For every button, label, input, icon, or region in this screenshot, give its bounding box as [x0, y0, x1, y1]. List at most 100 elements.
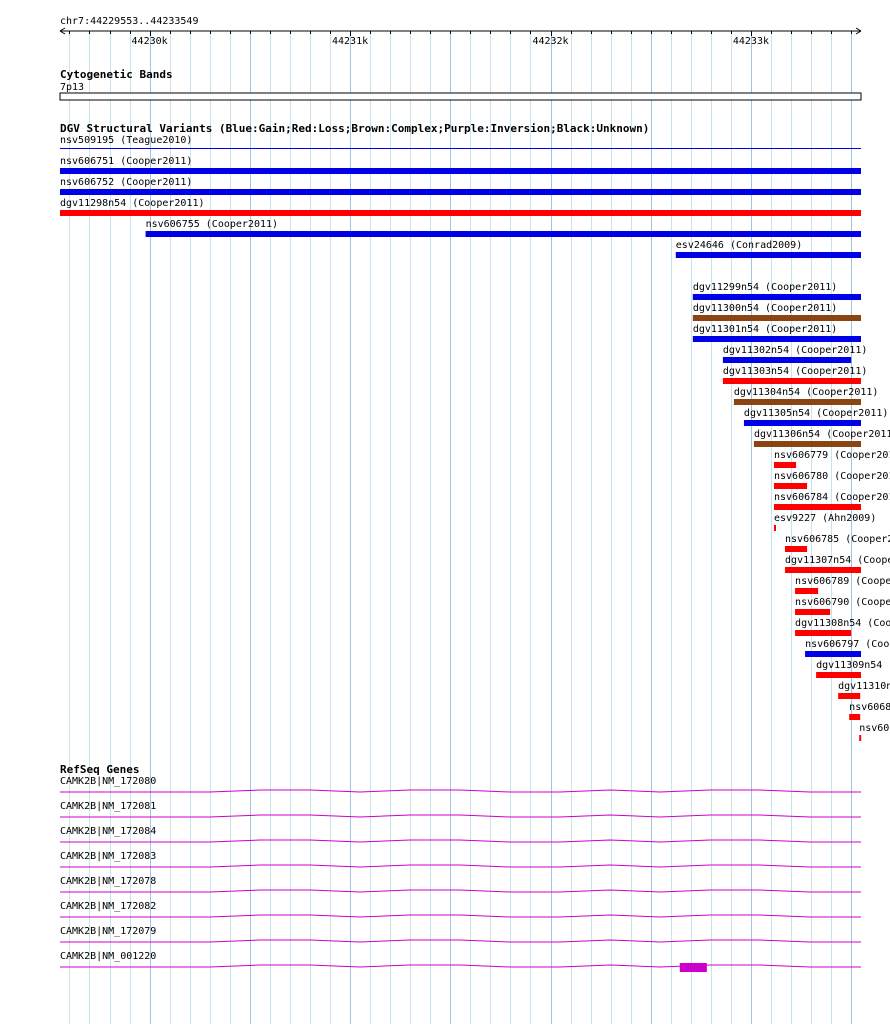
dgv-feature-label: dgv11299n54 (Cooper2011) — [693, 282, 838, 293]
cytoband-label: 7p13 — [60, 82, 84, 93]
dgv-feature-bar[interactable] — [795, 630, 852, 636]
refseq-gene-line[interactable] — [60, 789, 861, 793]
dgv-feature-bar[interactable] — [722, 357, 852, 363]
dgv-feature-label: dgv11302n54 (Cooper2011) — [723, 345, 868, 356]
dgv-feature[interactable]: dgv11304n54 (Cooper2011) — [733, 387, 879, 405]
background-grid — [69, 31, 852, 1024]
dgv-feature[interactable]: dgv11305n54 (Cooper2011) — [743, 408, 889, 426]
dgv-feature-bar[interactable] — [145, 231, 861, 237]
dgv-feature[interactable]: dgv11308n54 (Cooper2011) — [795, 618, 890, 636]
refseq-gene[interactable]: CAMK2B|NM_172082 — [60, 901, 861, 918]
refseq-gene-line[interactable] — [60, 914, 861, 918]
dgv-feature[interactable]: dgv11300n54 (Cooper2011) — [692, 303, 861, 321]
dgv-feature-label: nsv606801 (Cooper2011) — [859, 723, 890, 734]
dgv-feature-bar[interactable] — [859, 735, 862, 741]
dgv-feature-bar[interactable] — [60, 168, 861, 174]
dgv-feature-bar[interactable] — [774, 504, 861, 510]
refseq-gene-line[interactable] — [60, 939, 861, 943]
dgv-feature-bar[interactable] — [795, 588, 819, 594]
dgv-feature-bar[interactable] — [795, 609, 831, 615]
dgv-feature[interactable]: dgv11301n54 (Cooper2011) — [692, 324, 861, 342]
dgv-track[interactable]: DGV Structural Variants (Blue:Gain;Red:L… — [60, 122, 890, 741]
dgv-feature-bar[interactable] — [692, 315, 861, 321]
dgv-feature-bar[interactable] — [733, 399, 861, 405]
dgv-feature-bar[interactable] — [743, 420, 861, 426]
refseq-gene[interactable]: CAMK2B|NM_172080 — [60, 776, 861, 793]
dgv-feature[interactable]: dgv11307n54 (Cooper2011) — [785, 555, 890, 573]
refseq-gene[interactable]: CAMK2B|NM_001220 — [60, 951, 861, 972]
ruler-ticks: 44230k 44231k 44232k 44233k — [69, 31, 852, 47]
dgv-feature[interactable]: nsv606789 (Cooper2011) — [795, 576, 890, 594]
dgv-feature[interactable]: dgv11298n54 (Cooper2011) — [60, 198, 861, 216]
dgv-feature[interactable]: nsv606752 (Cooper2011) — [60, 177, 861, 195]
dgv-feature-label: dgv11304n54 (Cooper2011) — [734, 387, 879, 398]
dgv-feature[interactable]: nsv606784 (Cooper2011) — [774, 492, 890, 510]
dgv-feature[interactable]: nsv606801 (Cooper2011) — [859, 723, 890, 741]
dgv-feature-bar[interactable] — [774, 462, 797, 468]
dgv-feature[interactable]: dgv11310n54 (Cooper2011) — [838, 681, 890, 699]
dgv-feature-bar[interactable] — [675, 252, 861, 258]
dgv-track-title: DGV Structural Variants (Blue:Gain;Red:L… — [60, 122, 649, 135]
dgv-feature-bar[interactable] — [785, 567, 861, 573]
dgv-feature[interactable]: nsv606800 (Cooper2011) — [849, 702, 890, 720]
refseq-gene-label: CAMK2B|NM_172079 — [60, 926, 156, 937]
dgv-feature[interactable]: nsv606785 (Cooper2011) — [785, 534, 890, 552]
refseq-exon[interactable] — [679, 963, 707, 972]
dgv-feature-bar[interactable] — [753, 441, 861, 447]
dgv-feature-bar[interactable] — [692, 294, 861, 300]
dgv-feature-bar[interactable] — [692, 336, 861, 342]
dgv-feature[interactable]: nsv606779 (Cooper2011) — [774, 450, 890, 468]
dgv-feature[interactable]: nsv509195 (Teague2010) — [60, 135, 861, 149]
dgv-feature-label: nsv606800 (Cooper2011) — [849, 702, 890, 713]
dgv-feature[interactable]: nsv606751 (Cooper2011) — [60, 156, 861, 174]
dgv-feature[interactable]: dgv11303n54 (Cooper2011) — [722, 366, 868, 384]
dgv-feature[interactable]: dgv11309n54 (Cooper2011) — [816, 660, 890, 678]
refseq-gene-label: CAMK2B|NM_172084 — [60, 826, 156, 837]
refseq-genes[interactable]: CAMK2B|NM_172080 CAMK2B|NM_172081 CAMK2B|N… — [60, 776, 861, 972]
dgv-feature-bar[interactable] — [838, 693, 861, 699]
dgv-feature[interactable]: dgv11306n54 (Cooper2011) — [753, 429, 890, 447]
refseq-gene[interactable]: CAMK2B|NM_172083 — [60, 851, 861, 868]
refseq-gene[interactable]: CAMK2B|NM_172078 — [60, 876, 861, 893]
ruler-tick-label: 44233k — [733, 36, 769, 47]
ruler-tick-label: 44232k — [532, 36, 568, 47]
dgv-feature[interactable]: esv24646 (Conrad2009) — [675, 240, 861, 258]
cytoband-bar[interactable] — [59, 92, 862, 101]
refseq-gene-line[interactable] — [60, 839, 861, 843]
dgv-feature-bar[interactable] — [60, 148, 861, 149]
dgv-feature[interactable]: esv9227 (Ahn2009) — [774, 513, 876, 531]
dgv-feature-bar[interactable] — [774, 483, 808, 489]
refseq-gene[interactable]: CAMK2B|NM_172079 — [60, 926, 861, 943]
dgv-feature[interactable]: nsv606790 (Cooper2011) — [795, 597, 890, 615]
refseq-gene[interactable]: CAMK2B|NM_172081 — [60, 801, 861, 818]
dgv-feature-bar[interactable] — [816, 672, 861, 678]
dgv-feature-label: nsv606784 (Cooper2011) — [774, 492, 890, 503]
dgv-feature[interactable]: nsv606755 (Cooper2011) — [145, 219, 861, 237]
dgv-feature-bar[interactable] — [785, 546, 808, 552]
dgv-feature-bar[interactable] — [60, 189, 861, 195]
dgv-feature[interactable]: nsv606780 (Cooper2011) — [774, 471, 890, 489]
ruler-arrows — [59, 27, 862, 35]
dgv-feature-bar[interactable] — [60, 210, 861, 216]
dgv-feature-bar[interactable] — [849, 714, 861, 720]
dgv-feature-bar[interactable] — [774, 525, 777, 531]
refseq-gene-line[interactable] — [60, 964, 861, 968]
dgv-feature[interactable]: dgv11299n54 (Cooper2011) — [692, 282, 861, 300]
dgv-feature-label: dgv11309n54 (Cooper2011) — [816, 660, 890, 671]
refseq-gene-label: CAMK2B|NM_172082 — [60, 901, 156, 912]
dgv-feature-bar[interactable] — [722, 378, 861, 384]
dgv-feature[interactable]: dgv11302n54 (Cooper2011) — [722, 345, 868, 363]
refseq-gene[interactable]: CAMK2B|NM_172084 — [60, 826, 861, 843]
refseq-track[interactable]: RefSeq Genes CAMK2B|NM_172080CAMK2B|NM_1… — [60, 763, 861, 972]
refseq-gene-line[interactable] — [60, 814, 861, 818]
dgv-feature-label: nsv606752 (Cooper2011) — [60, 177, 192, 188]
dgv-feature-label: nsv606797 (Cooper2011) — [805, 639, 890, 650]
dgv-feature-label: nsv509195 (Teague2010) — [60, 135, 192, 146]
dgv-features[interactable]: nsv509195 (Teague2010) nsv606751 (Cooper2… — [60, 135, 890, 741]
refseq-gene-line[interactable] — [60, 889, 861, 893]
dgv-feature[interactable]: nsv606797 (Cooper2011) — [805, 639, 890, 657]
cytoband-track[interactable]: Cytogenetic Bands 7p13 — [59, 68, 862, 101]
refseq-gene-line[interactable] — [60, 864, 861, 868]
dgv-feature-bar[interactable] — [805, 651, 861, 657]
